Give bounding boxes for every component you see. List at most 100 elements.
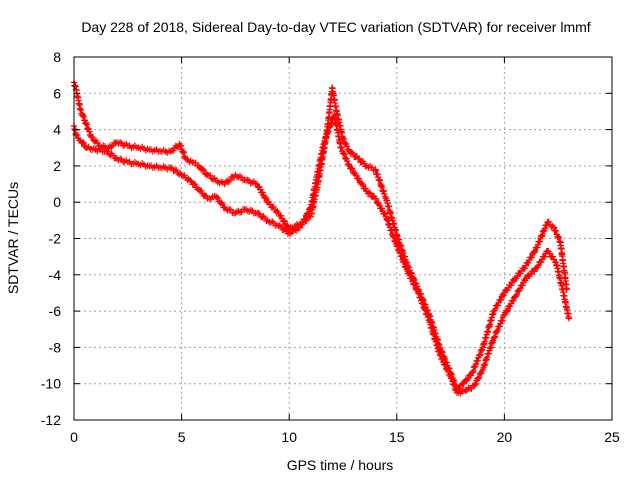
data-point-marker	[219, 200, 226, 208]
data-point-marker	[362, 185, 369, 192]
data-point-marker	[536, 238, 544, 245]
x-tick-label: 10	[281, 429, 297, 445]
axis-ticks	[73, 56, 613, 421]
data-point-marker	[493, 328, 500, 335]
data-point-marker	[527, 270, 534, 278]
data-point-marker	[80, 139, 87, 147]
data-point-marker	[565, 315, 573, 322]
data-point-marker	[436, 351, 444, 358]
x-tick-label: 0	[70, 429, 78, 445]
data-point-marker	[549, 253, 557, 260]
data-point-marker	[326, 122, 334, 130]
data-point-marker	[497, 296, 505, 304]
data-point-marker	[247, 206, 254, 214]
data-point-marker	[367, 190, 374, 197]
data-point-marker	[530, 249, 538, 256]
data-point-marker	[365, 189, 373, 196]
data-point-marker	[442, 361, 449, 369]
y-tick-label: 6	[53, 85, 61, 101]
data-point-marker	[406, 271, 413, 279]
data-point-marker	[439, 355, 446, 363]
data-point-marker	[340, 135, 348, 143]
data-point-marker	[541, 253, 548, 260]
data-point-marker	[398, 253, 406, 260]
data-point-marker	[550, 224, 558, 231]
series-trace-upper	[70, 79, 571, 393]
data-point-marker	[199, 165, 206, 173]
data-point-marker	[359, 181, 367, 189]
data-point-marker	[465, 384, 472, 391]
data-point-marker	[191, 181, 199, 188]
data-point-marker	[508, 281, 515, 289]
data-point-marker	[348, 149, 356, 156]
data-point-marker	[269, 218, 276, 225]
data-point-marker	[470, 367, 477, 375]
data-point-marker	[517, 270, 524, 277]
data-point-marker	[84, 125, 91, 132]
data-point-marker	[491, 333, 499, 340]
data-point-marker	[281, 218, 288, 225]
y-axis-label: SDTVAR / TECUs	[5, 182, 21, 294]
data-point-marker	[394, 243, 401, 250]
x-tick-label: 15	[389, 429, 405, 445]
data-point-marker	[400, 258, 407, 265]
data-point-marker	[475, 374, 483, 381]
data-point-marker	[472, 361, 480, 368]
data-point-marker	[355, 175, 363, 182]
data-point-marker	[116, 155, 124, 162]
y-tick-label: 0	[53, 194, 61, 210]
data-point-marker	[170, 147, 177, 154]
data-point-marker	[469, 368, 476, 376]
data-point-marker	[376, 201, 383, 209]
data-point-marker	[372, 195, 380, 203]
data-point-marker	[513, 291, 521, 298]
data-point-marker	[496, 323, 503, 330]
x-tick-labels: 0 5 10 15 20 25	[70, 429, 620, 445]
data-point-marker	[302, 215, 309, 223]
data-point-marker	[201, 191, 209, 199]
data-point-marker	[510, 297, 517, 304]
data-point-marker	[476, 352, 483, 359]
data-point-marker	[89, 133, 96, 141]
data-point-marker	[345, 161, 352, 168]
data-point-marker	[236, 209, 244, 216]
data-point-marker	[437, 352, 444, 359]
y-tick-label: -12	[41, 412, 61, 428]
data-point-marker	[552, 227, 560, 235]
data-point-marker	[179, 148, 187, 155]
data-point-marker	[77, 106, 85, 114]
data-point-marker	[401, 259, 408, 266]
y-tick-label: 2	[53, 158, 61, 174]
data-point-marker	[180, 149, 187, 156]
data-point-marker	[262, 195, 270, 202]
data-point-marker	[276, 222, 283, 229]
data-point-marker	[187, 177, 194, 184]
data-point-marker	[525, 259, 532, 267]
data-point-marker	[448, 375, 456, 382]
data-point-marker	[226, 205, 233, 213]
data-point-marker	[450, 380, 458, 388]
data-point-marker	[474, 357, 482, 364]
data-point-marker	[541, 225, 549, 232]
data-point-marker	[83, 121, 90, 128]
data-point-marker	[104, 147, 111, 155]
data-point-marker	[198, 187, 205, 194]
data-point-marker	[277, 212, 285, 219]
data-point-marker	[209, 176, 217, 183]
data-point-marker	[474, 375, 482, 383]
x-axis-label: GPS time / hours	[287, 457, 394, 473]
data-point-marker	[539, 231, 546, 239]
data-point-marker	[555, 234, 563, 242]
data-point-marker	[207, 172, 214, 179]
data-point-marker	[270, 203, 277, 211]
data-point-marker	[546, 250, 553, 257]
data-point-marker	[464, 375, 472, 383]
data-point-marker	[74, 131, 81, 139]
data-point-marker	[410, 280, 418, 287]
data-point-marker	[531, 248, 539, 255]
data-point-marker	[477, 351, 484, 358]
y-tick-label: -10	[41, 376, 61, 392]
data-point-marker	[177, 142, 185, 150]
data-point-marker	[200, 166, 207, 174]
data-point-marker	[477, 347, 485, 355]
